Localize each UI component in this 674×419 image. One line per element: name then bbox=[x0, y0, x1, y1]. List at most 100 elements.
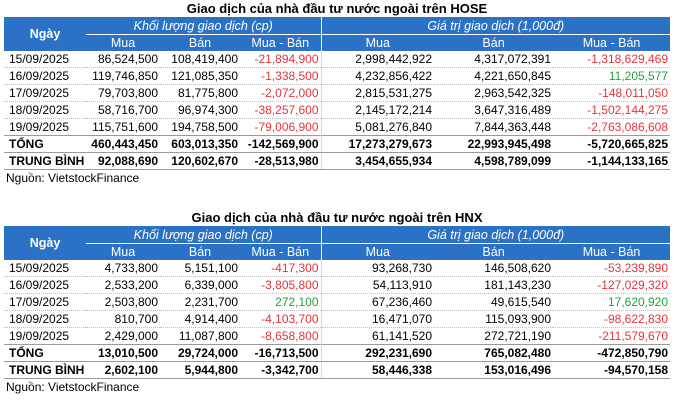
table-title: Giao dịch của nhà đầu tư nước ngoài trên… bbox=[191, 210, 483, 225]
row-vol-buy: 86,524,500 bbox=[86, 51, 160, 68]
row-vol-net: -3,805,800 bbox=[240, 276, 322, 294]
average-label: TRUNG BÌNH bbox=[4, 361, 86, 379]
row-val-buy: 2,998,442,922 bbox=[320, 51, 435, 68]
row-val-buy: 5,081,276,840 bbox=[320, 118, 435, 136]
average-vol-buy: 2,602,100 bbox=[86, 361, 160, 379]
row-val-sell: 115,093,900 bbox=[434, 310, 554, 328]
total-label: TỔNG bbox=[4, 344, 86, 362]
row-vol-sell: 11,087,800 bbox=[160, 327, 240, 345]
row-vol-sell: 2,231,700 bbox=[160, 293, 240, 311]
header-val-buy: Mua bbox=[320, 243, 435, 260]
row-vol-net: -8,658,800 bbox=[240, 327, 322, 345]
table-row: 15/09/2025 86,524,500 108,419,400 -21,89… bbox=[4, 51, 671, 68]
row-vol-buy: 4,733,800 bbox=[86, 260, 160, 277]
total-vol-net: -16,713,500 bbox=[240, 344, 322, 362]
header-volume-group: Khối lượng giao dịch (cp) bbox=[86, 17, 322, 35]
header-val-sell: Bán bbox=[434, 243, 554, 260]
row-vol-buy: 810,700 bbox=[86, 310, 160, 328]
average-val-buy: 3,454,655,934 bbox=[320, 152, 435, 170]
row-vol-sell: 4,914,400 bbox=[160, 310, 240, 328]
table-header: Ngày Khối lượng giao dịch (cp) Giá trị g… bbox=[4, 17, 671, 51]
average-val-sell: 4,598,789,099 bbox=[434, 152, 554, 170]
table-row: 15/09/2025 4,733,800 5,151,100 -417,300 … bbox=[4, 260, 671, 277]
header-vol-sell: Bán bbox=[160, 34, 240, 51]
row-vol-buy: 2,503,800 bbox=[86, 293, 160, 311]
total-val-buy: 17,273,279,673 bbox=[320, 135, 435, 153]
row-val-net: -1,318,629,469 bbox=[553, 51, 671, 68]
table-header: Ngày Khối lượng giao dịch (cp) Giá trị g… bbox=[4, 226, 671, 260]
header-val-net: Mua - Bán bbox=[553, 34, 671, 51]
table-row: 19/09/2025 2,429,000 11,087,800 -8,658,8… bbox=[4, 327, 671, 345]
average-vol-net: -3,342,700 bbox=[240, 361, 322, 379]
row-vol-buy: 58,716,700 bbox=[86, 101, 160, 119]
header-volume-group: Khối lượng giao dịch (cp) bbox=[86, 226, 322, 244]
total-val-net: -5,720,665,825 bbox=[553, 135, 671, 153]
row-val-buy: 93,268,730 bbox=[320, 260, 435, 277]
row-val-buy: 4,232,856,422 bbox=[320, 67, 435, 85]
average-val-sell: 153,016,496 bbox=[434, 361, 554, 379]
row-val-buy: 2,815,531,275 bbox=[320, 84, 435, 102]
table-row: 18/09/2025 810,700 4,914,400 -4,103,700 … bbox=[4, 310, 671, 328]
row-vol-sell: 121,085,350 bbox=[160, 67, 240, 85]
row-val-buy: 16,471,070 bbox=[320, 310, 435, 328]
row-vol-net: 272,100 bbox=[240, 293, 322, 311]
total-val-sell: 765,082,480 bbox=[434, 344, 554, 362]
row-vol-buy: 79,703,800 bbox=[86, 84, 160, 102]
total-vol-sell: 29,724,000 bbox=[160, 344, 240, 362]
row-val-net: 17,620,920 bbox=[553, 293, 671, 311]
row-val-sell: 4,317,072,391 bbox=[434, 51, 554, 68]
row-val-net: -53,239,890 bbox=[553, 260, 671, 277]
hose-section: Giao dịch của nhà đầu tư nước ngoài trên… bbox=[4, 0, 671, 186]
row-date: 19/09/2025 bbox=[4, 327, 86, 345]
header-val-buy: Mua bbox=[320, 34, 435, 51]
row-date: 16/09/2025 bbox=[4, 67, 86, 85]
total-row: TỔNG 13,010,500 29,724,000 -16,713,500 2… bbox=[4, 344, 671, 362]
row-val-net: 11,205,577 bbox=[553, 67, 671, 85]
row-vol-net: -21,894,900 bbox=[240, 51, 322, 68]
row-vol-net: -1,338,500 bbox=[240, 67, 322, 85]
row-vol-net: -4,103,700 bbox=[240, 310, 322, 328]
average-val-buy: 58,446,338 bbox=[320, 361, 435, 379]
header-value-group: Giá trị giao dịch (1,000đ) bbox=[320, 17, 671, 35]
row-vol-net: -417,300 bbox=[240, 260, 322, 277]
row-vol-sell: 6,339,000 bbox=[160, 276, 240, 294]
table-row: 18/09/2025 58,716,700 96,974,300 -38,257… bbox=[4, 101, 671, 119]
header-vol-sell: Bán bbox=[160, 243, 240, 260]
row-val-net: -2,763,086,608 bbox=[553, 118, 671, 136]
average-val-net: -94,570,158 bbox=[553, 361, 671, 379]
average-row: TRUNG BÌNH 2,602,100 5,944,800 -3,342,70… bbox=[4, 361, 671, 379]
header-day: Ngày bbox=[4, 17, 86, 51]
average-row: TRUNG BÌNH 92,088,690 120,602,670 -28,51… bbox=[4, 152, 671, 170]
row-val-net: -127,029,320 bbox=[553, 276, 671, 294]
row-date: 17/09/2025 bbox=[4, 84, 86, 102]
row-date: 16/09/2025 bbox=[4, 276, 86, 294]
header-day: Ngày bbox=[4, 226, 86, 260]
total-vol-buy: 460,443,450 bbox=[86, 135, 160, 153]
row-date: 15/09/2025 bbox=[4, 51, 86, 68]
row-val-sell: 7,844,363,448 bbox=[434, 118, 554, 136]
row-date: 17/09/2025 bbox=[4, 293, 86, 311]
row-val-sell: 4,221,650,845 bbox=[434, 67, 554, 85]
table-row: 17/09/2025 79,703,800 81,775,800 -2,072,… bbox=[4, 84, 671, 102]
table-title: Giao dịch của nhà đầu tư nước ngoài trên… bbox=[186, 1, 488, 16]
row-vol-sell: 5,151,100 bbox=[160, 260, 240, 277]
row-vol-net: -38,257,600 bbox=[240, 101, 322, 119]
hnx-table: Ngày Khối lượng giao dịch (cp) Giá trị g… bbox=[4, 226, 671, 379]
row-date: 18/09/2025 bbox=[4, 310, 86, 328]
row-vol-buy: 2,429,000 bbox=[86, 327, 160, 345]
header-val-sell: Bán bbox=[434, 34, 554, 51]
row-vol-sell: 194,758,500 bbox=[160, 118, 240, 136]
source-note: Nguồn: VietstockFinance bbox=[6, 380, 140, 394]
average-label: TRUNG BÌNH bbox=[4, 152, 86, 170]
table-row: 19/09/2025 115,751,600 194,758,500 -79,0… bbox=[4, 118, 671, 136]
average-vol-buy: 92,088,690 bbox=[86, 152, 160, 170]
header-val-net: Mua - Bán bbox=[553, 243, 671, 260]
average-vol-net: -28,513,980 bbox=[240, 152, 322, 170]
total-vol-net: -142,569,900 bbox=[240, 135, 322, 153]
total-vol-buy: 13,010,500 bbox=[86, 344, 160, 362]
row-vol-sell: 81,775,800 bbox=[160, 84, 240, 102]
row-vol-sell: 96,974,300 bbox=[160, 101, 240, 119]
row-date: 15/09/2025 bbox=[4, 260, 86, 277]
hose-table: Ngày Khối lượng giao dịch (cp) Giá trị g… bbox=[4, 17, 671, 170]
source-note: Nguồn: VietstockFinance bbox=[6, 171, 140, 185]
